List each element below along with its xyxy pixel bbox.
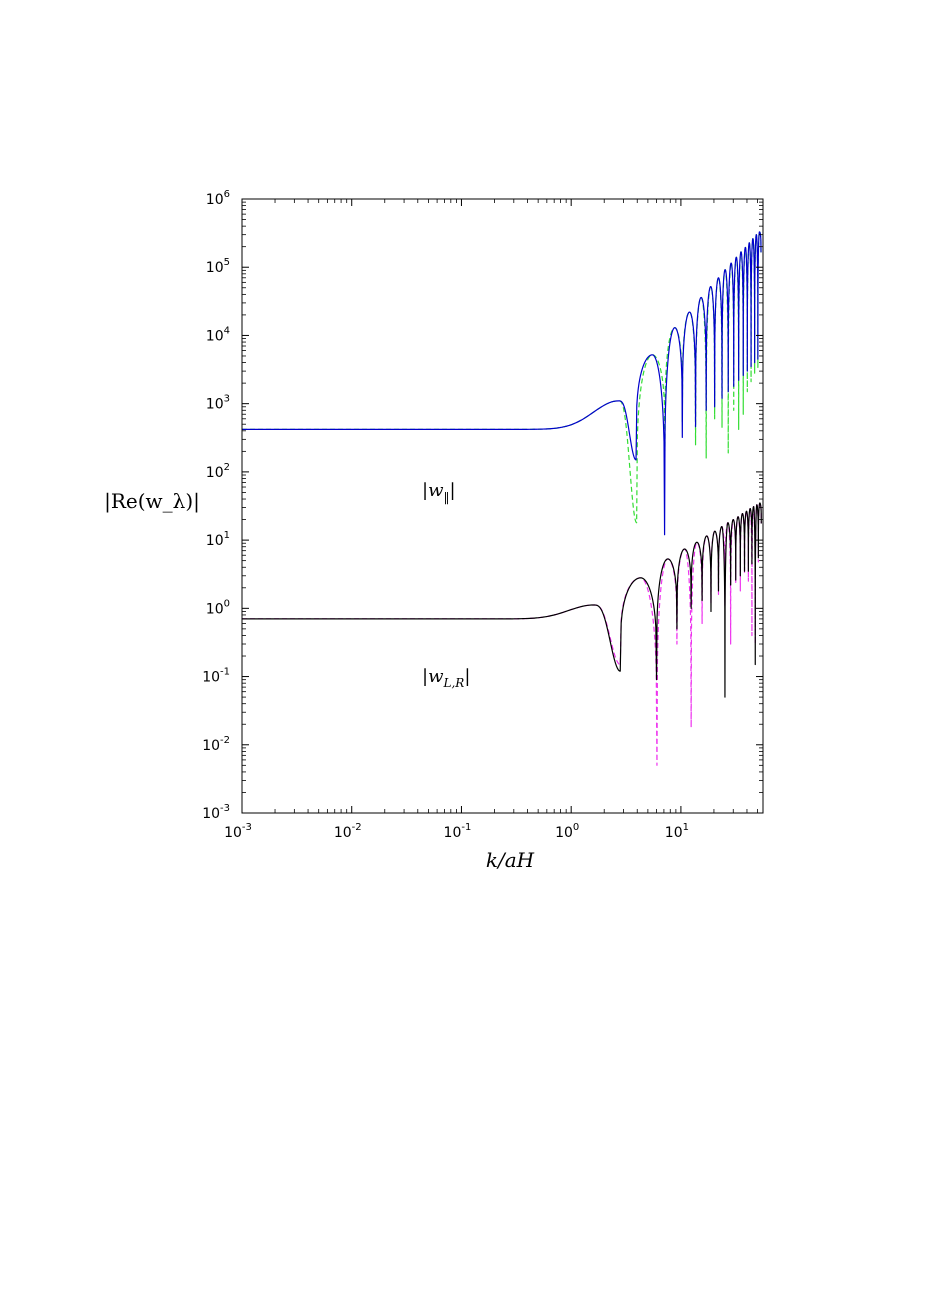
annotation-w-parallel-main: |w: [422, 480, 444, 501]
annotation-w-parallel-sub: ‖: [443, 490, 449, 504]
y-tick-label: 105: [206, 257, 230, 276]
y-tick-label: 101: [206, 530, 230, 549]
x-axis-label: k/aH: [486, 848, 535, 872]
x-tick-label: 100: [555, 822, 579, 841]
y-tick-label: 10-3: [202, 803, 230, 822]
annotation-w-lr: |wL,R|: [422, 666, 470, 690]
annotation-w-lr-main: |w: [422, 666, 444, 687]
ticks-layer: [241, 198, 763, 814]
annotation-w-parallel: |w‖|: [422, 480, 456, 504]
x-tick-label: 10-3: [224, 822, 252, 841]
y-tick-label: 103: [206, 394, 230, 413]
tick-labels-layer: 10-3 10-2 10-1 100 101 10-3 10-2 10-1 100 101 102 1…: [202, 189, 689, 841]
y-tick-label: 10-2: [202, 735, 230, 754]
annotation-w-lr-close: |: [464, 666, 470, 687]
series-line-LR-solid: [242, 502, 762, 698]
y-tick-label: 106: [206, 189, 230, 208]
y-tick-label: 100: [206, 598, 230, 617]
annotation-w-lr-sub: L,R: [442, 676, 464, 690]
annotation-w-parallel-close: |: [449, 480, 455, 501]
y-tick-label: 104: [206, 325, 230, 344]
x-tick-label: 10-1: [444, 822, 472, 841]
y-tick-label: 102: [206, 462, 230, 481]
series-layer: [242, 231, 762, 766]
plot-frame: [241, 198, 764, 814]
x-tick-label: 101: [665, 822, 689, 841]
x-tick-label: 10-2: [334, 822, 362, 841]
series-line-parallel-solid: [242, 231, 762, 536]
y-tick-label: 10-1: [202, 667, 230, 686]
y-axis-label: |Re(w_λ)|: [104, 489, 200, 514]
